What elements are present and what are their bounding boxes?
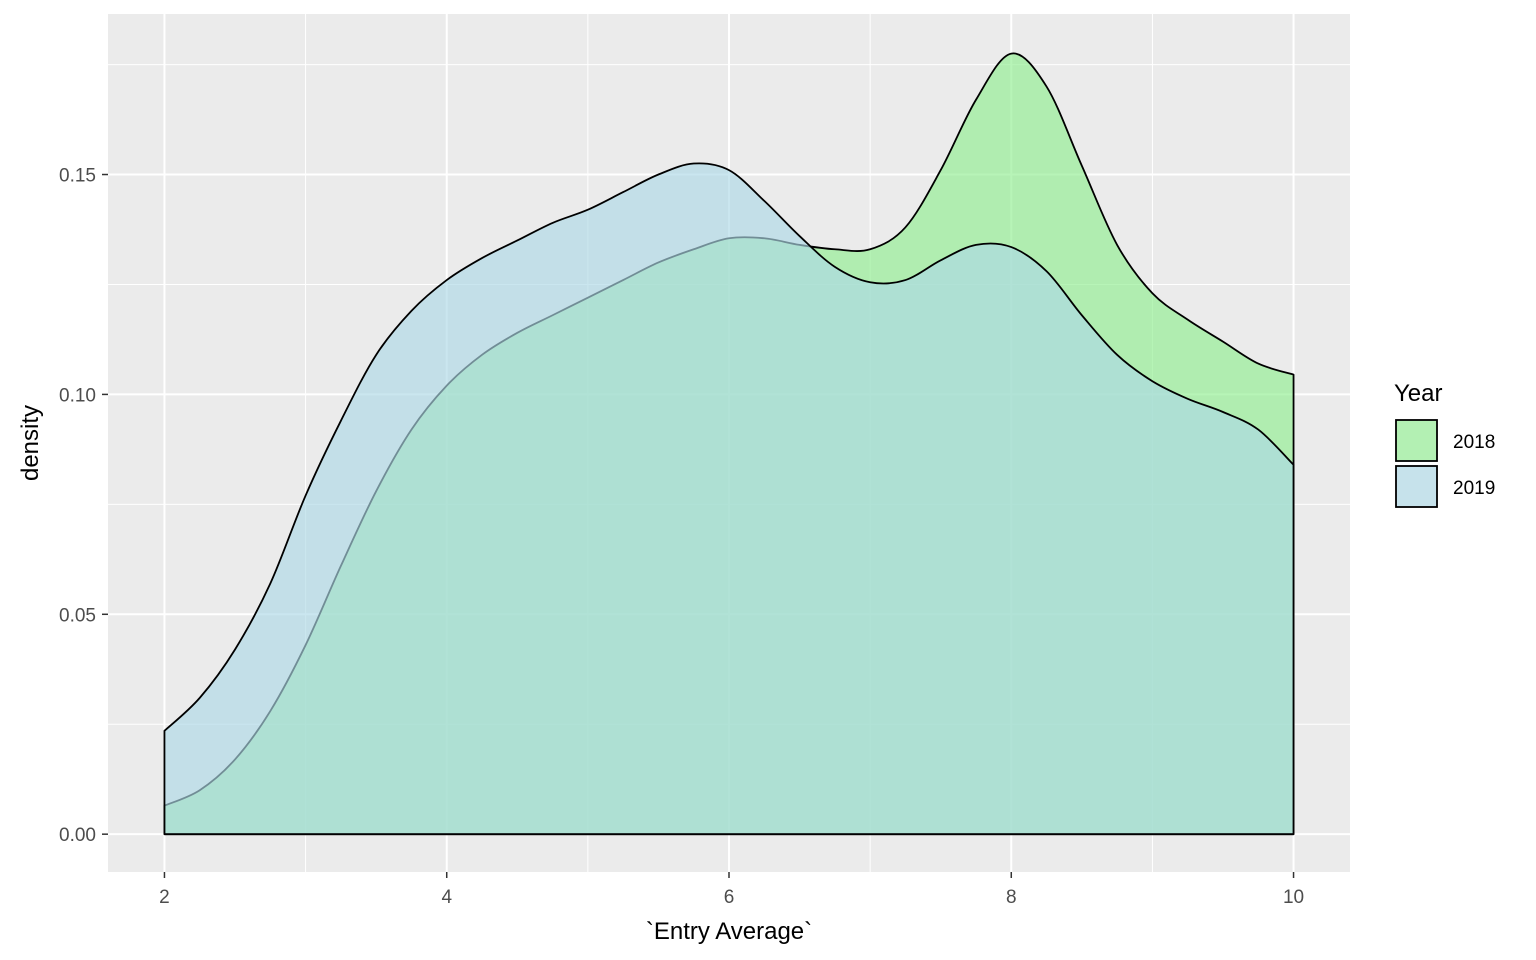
- density-area-2019: [163, 162, 1295, 836]
- y-tick-label: 0.10: [59, 385, 96, 406]
- x-tick-label: 6: [724, 887, 735, 908]
- y-tick-label: 0.15: [59, 166, 96, 187]
- y-axis-ticks: 0.00 0.05 0.10 0.15: [59, 166, 108, 846]
- y-tick-label: 0.05: [59, 605, 96, 626]
- legend-label-2018: 2018: [1453, 432, 1495, 453]
- legend-key-2019: [1395, 465, 1438, 508]
- legend-title: Year: [1394, 380, 1443, 407]
- x-axis-ticks: 2 4 6 8 10: [159, 872, 1304, 908]
- x-tick-label: 8: [1006, 887, 1017, 908]
- legend: 2018 2019: [1395, 419, 1495, 508]
- legend-key-2018: [1395, 419, 1438, 462]
- x-tick-label: 10: [1283, 887, 1304, 908]
- y-tick-label: 0.00: [59, 825, 96, 846]
- legend-label-2019: 2019: [1453, 478, 1495, 499]
- x-axis-title: `Entry Average`: [646, 918, 812, 945]
- density-series: [163, 52, 1295, 836]
- x-tick-label: 2: [159, 887, 170, 908]
- x-tick-label: 4: [441, 887, 452, 908]
- y-axis-title: density: [17, 405, 44, 481]
